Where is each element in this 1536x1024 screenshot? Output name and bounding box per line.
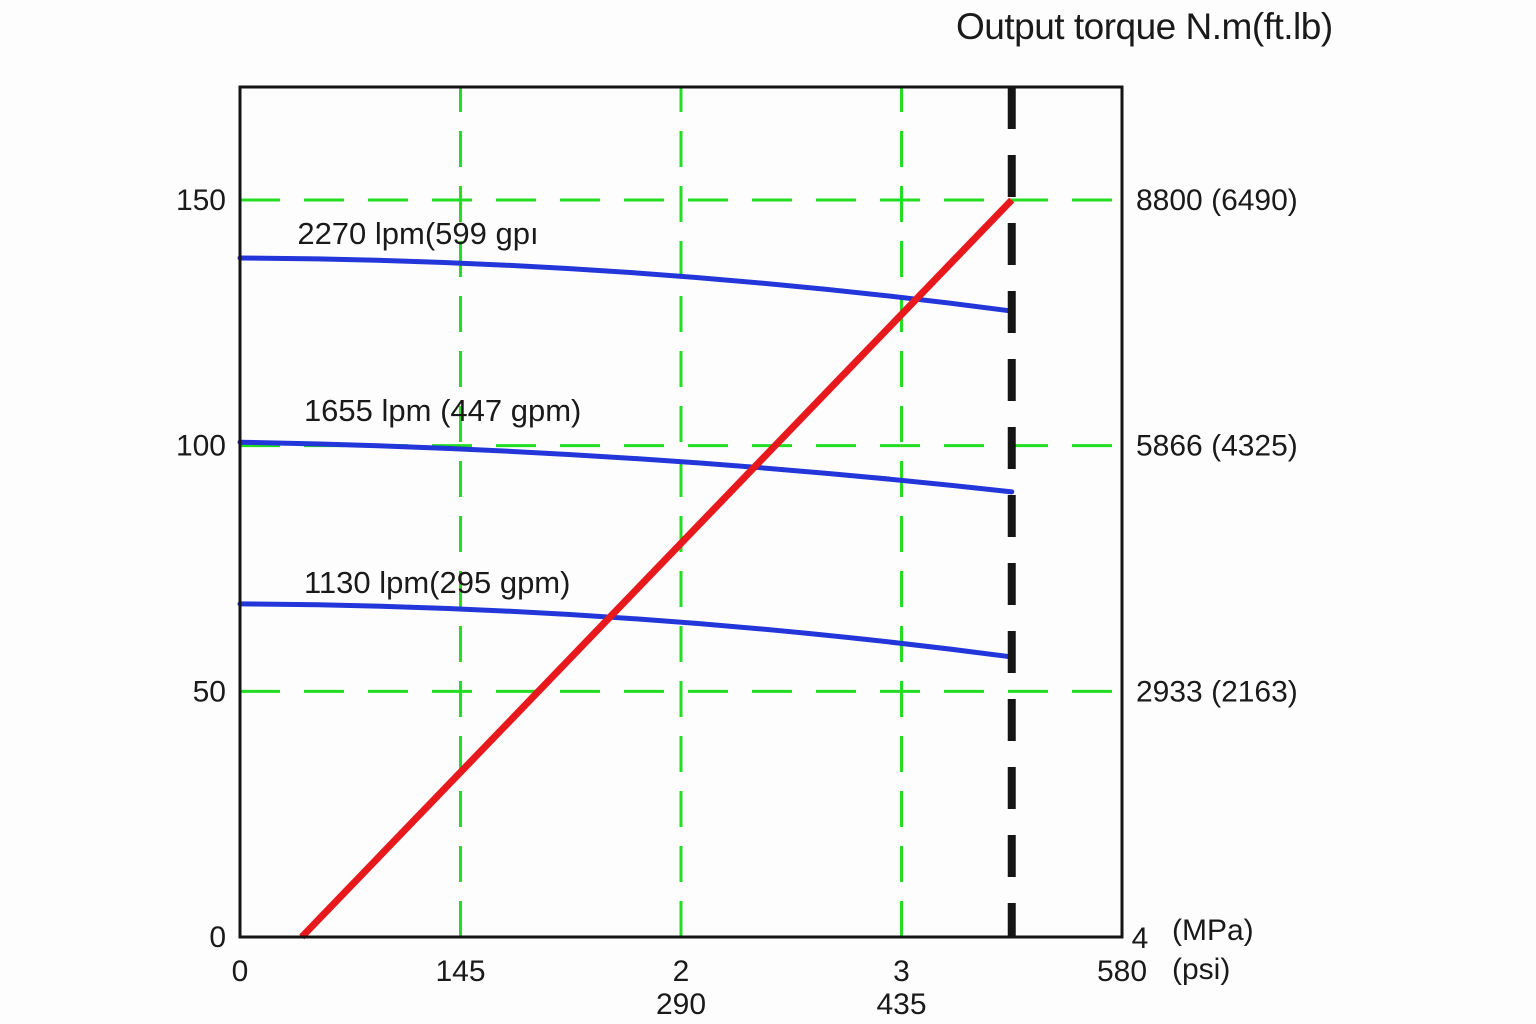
x-axis-tick-label: 0 (232, 955, 249, 988)
y-axis-tick-label: 0 (209, 921, 226, 954)
torque-value-label: 5866 (4325) (1136, 430, 1298, 463)
curve-label-2: 1655 lpm (447 gpm) (304, 393, 581, 428)
y-axis-tick-label: 100 (176, 430, 226, 463)
x-axis-unit-psi: (psi) (1172, 953, 1231, 986)
torque-value-label: 2933 (2163) (1136, 675, 1298, 708)
curve-label-1: 2270 lpm(599 gpı (297, 216, 538, 251)
x-axis-tick-label: 2 (673, 955, 690, 988)
y-axis-tick-label: 50 (193, 675, 226, 708)
torque-line (299, 197, 1015, 940)
x-axis-tick-label: 4 (1132, 922, 1149, 955)
x-axis-tick-label: 3 (893, 955, 910, 988)
flow-curve-1 (237, 255, 1015, 314)
x-axis-tick-label: 435 (876, 988, 926, 1021)
y-axis-tick-label: 150 (176, 184, 226, 217)
x-axis-unit-mpa: (MPa) (1172, 914, 1254, 947)
torque-value-label: 8800 (6490) (1136, 184, 1298, 217)
plot-border (238, 85, 1124, 939)
x-axis-tick-label: 290 (656, 988, 706, 1021)
x-axis-tick-label: 580 (1097, 955, 1147, 988)
flow-curve-3 (237, 601, 1015, 660)
chart-title: Output torque N.m(ft.lb) (956, 6, 1333, 47)
curve-label-3: 1130 lpm(295 gpm) (304, 565, 571, 600)
flow-curve-2 (237, 439, 1015, 495)
x-axis-tick-label: 145 (435, 955, 485, 988)
